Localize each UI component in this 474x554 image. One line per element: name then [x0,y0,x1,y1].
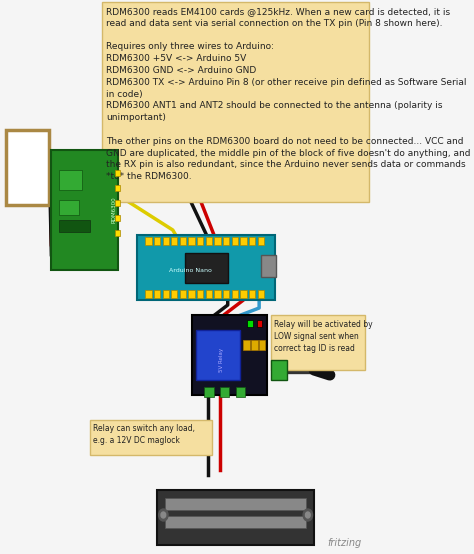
Bar [257,320,262,327]
Bar [180,290,186,298]
Text: RDM6300 reads EM4100 cards @125kHz. When a new card is detected, it is
read and : RDM6300 reads EM4100 cards @125kHz. When… [106,7,471,181]
Bar [257,290,264,298]
Bar [240,237,246,245]
Text: Relay can switch any load,
e.g. a 12V DC maglock: Relay can switch any load, e.g. a 12V DC… [93,424,195,445]
Bar [59,220,91,232]
Bar [247,320,253,327]
Bar [116,200,120,206]
Bar [6,130,49,205]
Bar [240,290,246,298]
Bar [259,340,265,350]
Bar [251,340,257,350]
Bar [91,420,212,455]
Bar [232,290,238,298]
Bar [137,235,275,300]
Bar [51,150,118,270]
Bar [116,215,120,221]
Bar [102,2,369,202]
Bar [236,387,245,397]
Circle shape [303,509,312,521]
Bar [271,360,287,380]
Bar [214,290,221,298]
Bar [189,290,195,298]
Bar [220,387,229,397]
Bar [116,185,120,191]
Text: Relay will be activated by
LOW signal sent when
correct tag ID is read: Relay will be activated by LOW signal se… [274,320,373,352]
Bar [163,237,169,245]
Bar [157,490,314,545]
Bar [154,290,160,298]
Bar [249,290,255,298]
Bar [184,253,228,283]
Bar [204,387,214,397]
Bar [189,237,195,245]
Text: Arduino Nano: Arduino Nano [169,268,211,273]
Bar [223,237,229,245]
Bar [257,237,264,245]
Bar [59,170,82,190]
Bar [261,255,276,277]
Bar [214,237,221,245]
Bar [154,237,160,245]
Bar [271,315,365,370]
Bar [171,237,177,245]
Bar [192,315,267,395]
Bar [206,237,212,245]
Bar [163,290,169,298]
Bar [232,237,238,245]
Circle shape [161,512,166,518]
Bar [196,330,239,380]
Bar [145,237,152,245]
Bar [116,230,120,236]
Bar [165,516,306,528]
Text: fritzing: fritzing [327,538,361,548]
Bar [59,200,79,215]
Text: 5V Relay: 5V Relay [219,348,224,372]
Text: RDM6300: RDM6300 [111,197,116,223]
Bar [249,237,255,245]
Bar [244,340,250,350]
Bar [180,237,186,245]
Bar [145,290,152,298]
Bar [197,290,203,298]
Bar [165,498,306,510]
Circle shape [159,509,168,521]
Bar [116,170,120,176]
Bar [171,290,177,298]
Bar [197,237,203,245]
Bar [206,290,212,298]
Bar [223,290,229,298]
Circle shape [305,512,310,518]
